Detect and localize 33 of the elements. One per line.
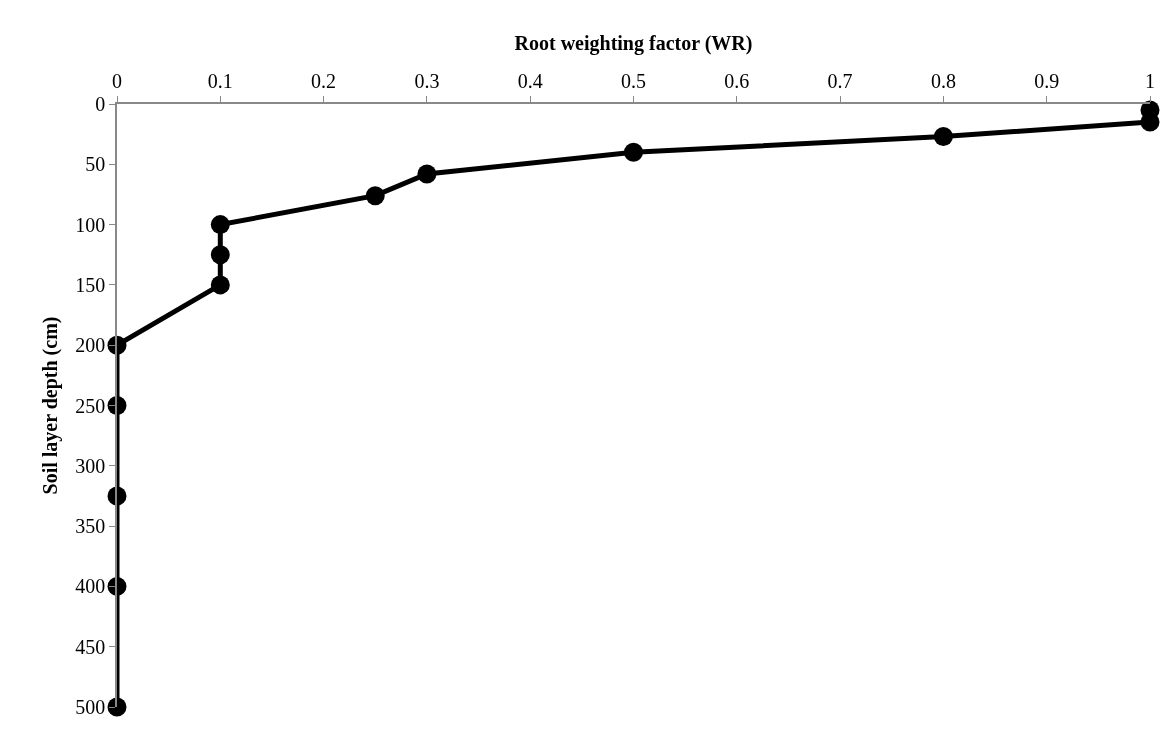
x-tick-label: 0.5 xyxy=(621,70,646,93)
y-tick-label: 0 xyxy=(95,93,106,115)
y-tick-label: 300 xyxy=(75,454,106,477)
x-tick-label: 0 xyxy=(112,70,122,93)
x-tick-label: 0.3 xyxy=(414,70,440,93)
x-tick-label: 0.2 xyxy=(311,70,337,93)
point xyxy=(1140,112,1160,132)
x-axis-title: Root weighting factor (WR) xyxy=(514,32,753,56)
y-tick-label: 350 xyxy=(75,515,106,538)
y-tick-label: 150 xyxy=(75,273,106,296)
y-tick-label: 50 xyxy=(85,153,106,176)
point xyxy=(417,164,437,184)
x-tick-label: 0.1 xyxy=(207,70,233,93)
point xyxy=(210,215,230,235)
y-tick-label: 450 xyxy=(75,635,106,658)
x-tick-label: 0.8 xyxy=(930,70,956,93)
y-tick-label: 100 xyxy=(75,213,106,236)
point xyxy=(933,127,953,147)
y-tick-label: 200 xyxy=(75,334,106,357)
x-tick-label: 0.6 xyxy=(724,70,750,93)
point xyxy=(210,245,230,265)
point xyxy=(107,697,127,717)
x-tick-label: 0.4 xyxy=(517,70,543,93)
x-tick-label: 0.7 xyxy=(827,70,853,93)
x-tick-label: 1 xyxy=(1145,70,1155,93)
point xyxy=(365,186,385,206)
point xyxy=(210,275,230,295)
point xyxy=(624,142,643,162)
x-tick-label: 0.9 xyxy=(1034,70,1060,93)
y-tick-label: 500 xyxy=(75,696,106,718)
y-tick-label: 400 xyxy=(75,575,106,598)
y-tick-label: 250 xyxy=(75,394,106,417)
y-axis-title: Soil layer depth (cm) xyxy=(39,316,63,495)
